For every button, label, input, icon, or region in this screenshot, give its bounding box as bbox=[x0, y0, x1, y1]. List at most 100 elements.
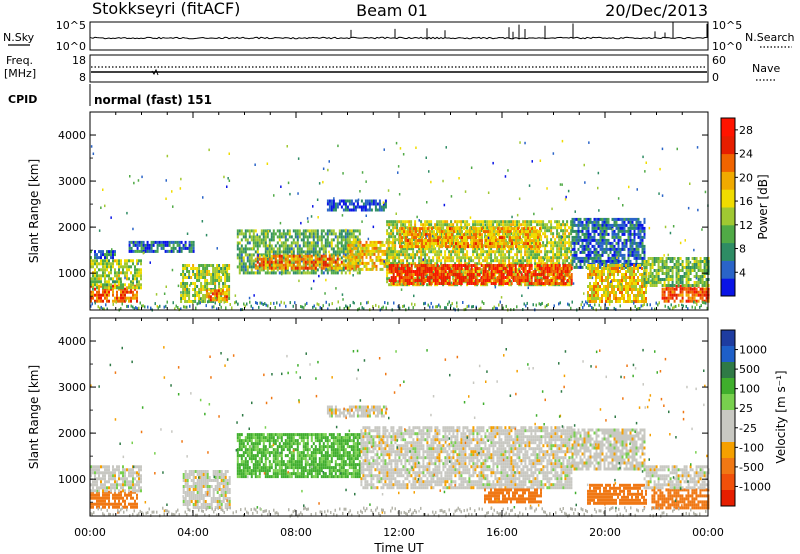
power-cell-r9 bbox=[492, 220, 495, 224]
power-cell-r11 bbox=[513, 227, 515, 231]
power-cell-r9 bbox=[438, 250, 441, 254]
power-cell-r9 bbox=[456, 229, 459, 233]
power-cell-r6 bbox=[290, 235, 293, 239]
power-cell-r9 bbox=[406, 220, 409, 224]
power-cell-r9 bbox=[534, 220, 537, 224]
power-cell-r0 bbox=[90, 290, 92, 294]
power-cell-r9 bbox=[490, 253, 493, 257]
power-cell-r10 bbox=[486, 270, 489, 273]
power-cell-r8 bbox=[365, 261, 368, 265]
power-cell-r11 bbox=[443, 236, 445, 240]
power-cell-r4 bbox=[200, 285, 203, 288]
power-cell-r9 bbox=[558, 256, 561, 260]
power-cell-r9 bbox=[550, 220, 553, 224]
power-cell-r11 bbox=[527, 230, 529, 234]
power-cell-r12 bbox=[639, 256, 642, 260]
power-cell-r8 bbox=[355, 255, 358, 259]
power-cell-r8 bbox=[377, 240, 380, 244]
power-cell-r12 bbox=[587, 229, 590, 233]
power-cell-r11 bbox=[445, 245, 447, 249]
power-cell-r9 bbox=[558, 253, 561, 257]
power-cell-r6 bbox=[326, 229, 329, 233]
power-cell-r9 bbox=[558, 262, 561, 266]
power-cell-r11 bbox=[497, 227, 499, 231]
power-cell-r0 bbox=[116, 293, 118, 297]
power-cell-r8 bbox=[377, 255, 380, 259]
power-cell-r12 bbox=[639, 235, 642, 239]
power-cell-r6 bbox=[282, 250, 285, 254]
power-cell-r9 bbox=[514, 274, 517, 278]
power-cell-r12 bbox=[579, 250, 582, 254]
power-cell-r12 bbox=[603, 259, 606, 263]
power-cell-r1 bbox=[130, 259, 132, 263]
power-cell-r6 bbox=[276, 235, 279, 239]
power-cell-r9 bbox=[562, 259, 565, 263]
power-cell-r6 bbox=[308, 241, 311, 245]
power-cell-r12 bbox=[577, 217, 580, 221]
power-cell-r4 bbox=[218, 276, 221, 279]
power-cell-r6 bbox=[330, 238, 333, 242]
power-cell-r12 bbox=[611, 223, 614, 227]
power-cell-r1 bbox=[110, 262, 112, 266]
power-cell-r1 bbox=[128, 259, 130, 263]
power-cell-r11 bbox=[407, 230, 409, 234]
power-cell-r11 bbox=[425, 239, 427, 243]
power-cell-r6 bbox=[292, 241, 295, 245]
power-cell-r9 bbox=[424, 223, 427, 227]
power-cell-r1 bbox=[132, 274, 134, 278]
power-cell-r0 bbox=[94, 299, 96, 303]
power-cell-r9 bbox=[400, 283, 403, 287]
power-cell-r9 bbox=[438, 280, 441, 284]
power-cell-r10 bbox=[394, 270, 397, 273]
power-cell-r6 bbox=[342, 265, 345, 269]
power-cell-r6 bbox=[322, 244, 325, 248]
power-cell-r6 bbox=[288, 232, 291, 236]
power-cell-r9 bbox=[528, 262, 531, 266]
power-cell-r10 bbox=[538, 279, 541, 282]
power-cell-r11 bbox=[531, 227, 533, 231]
power-cell-r6 bbox=[298, 268, 301, 272]
power-cell-r9 bbox=[544, 250, 547, 254]
power-cell-r9 bbox=[398, 229, 401, 233]
power-cell-r9 bbox=[514, 253, 517, 257]
power-cell-r10 bbox=[394, 267, 397, 270]
power-cell-r7 bbox=[298, 260, 301, 264]
power-cell-r4 bbox=[192, 282, 195, 285]
power-cell-r0 bbox=[90, 296, 92, 300]
power-cell-r11 bbox=[457, 239, 459, 243]
power-cell-r10 bbox=[520, 267, 523, 270]
power-cell-r6 bbox=[290, 241, 293, 245]
power-cell-r9 bbox=[440, 259, 443, 263]
power-cell-r6 bbox=[268, 244, 271, 248]
power-cell-r2 bbox=[112, 253, 114, 257]
power-cell-r11 bbox=[401, 230, 403, 234]
power-cell-r8 bbox=[347, 249, 350, 253]
power-cell-r3 bbox=[142, 240, 145, 244]
power-cell-r9 bbox=[422, 223, 425, 227]
power-cell-r12 bbox=[573, 247, 576, 251]
power-cell-r12 bbox=[593, 259, 596, 263]
power-cell-r9 bbox=[562, 241, 565, 245]
power-cell-r9 bbox=[548, 220, 551, 224]
power-cell-r10 bbox=[500, 264, 503, 267]
power-cell-r6 bbox=[262, 244, 265, 248]
power-cell-r10 bbox=[418, 267, 421, 270]
power-cell-r10 bbox=[410, 267, 413, 270]
power-cell-r4 bbox=[210, 276, 213, 279]
power-cell-r4 bbox=[182, 282, 185, 285]
power-cell-r7 bbox=[280, 254, 283, 258]
power-cell-r6 bbox=[246, 265, 249, 269]
power-cell-r4 bbox=[204, 288, 207, 291]
power-cell-r9 bbox=[504, 232, 507, 236]
power-cell-r10 bbox=[516, 273, 519, 276]
power-cell-r11 bbox=[417, 242, 419, 246]
power-cell-r13 bbox=[595, 267, 597, 270]
power-cell-r10 bbox=[490, 273, 493, 276]
power-cell-r12 bbox=[617, 235, 620, 239]
power-cell-r13 bbox=[613, 291, 615, 294]
power-cell-r6 bbox=[250, 235, 253, 239]
power-cell-r10 bbox=[398, 279, 401, 282]
power-cell-r10 bbox=[394, 276, 397, 279]
power-cell-r8 bbox=[379, 261, 382, 265]
power-cell-r10 bbox=[412, 270, 415, 273]
